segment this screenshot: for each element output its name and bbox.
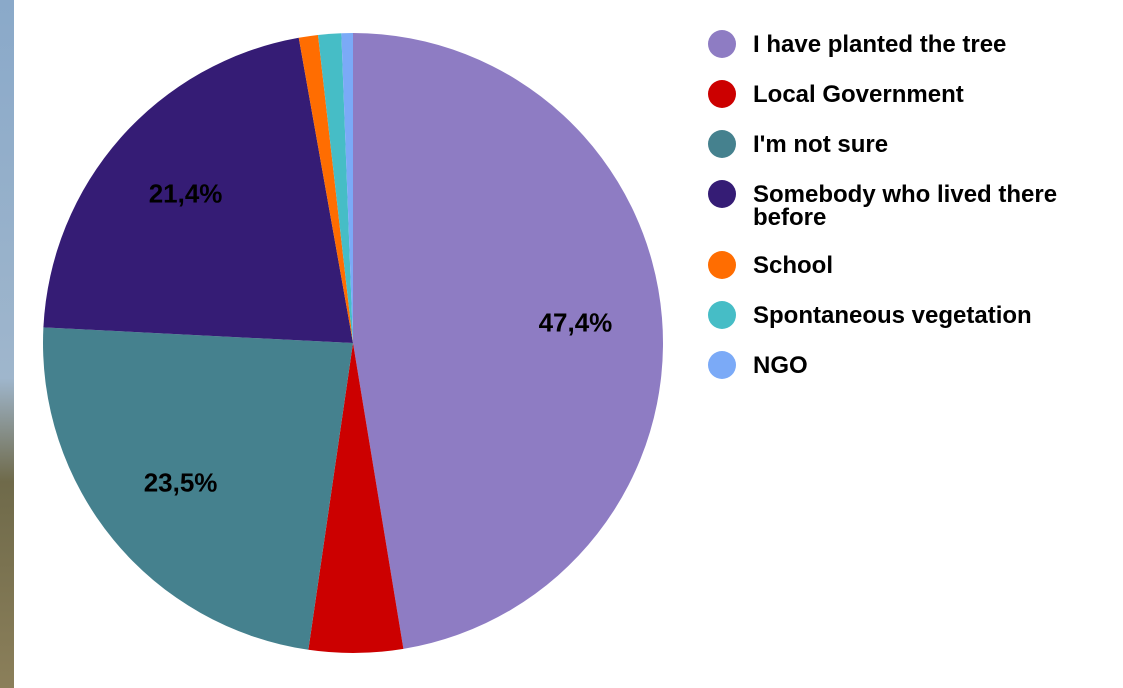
legend-label: NGO (753, 352, 808, 379)
pie-slice (353, 33, 663, 649)
legend-label: I have planted the tree (753, 31, 1007, 58)
legend-swatch (708, 301, 736, 329)
legend-item: I'm not sure (708, 130, 1058, 158)
pie-slice (298, 34, 353, 343)
legend-item: NGO (708, 351, 1058, 379)
legend-label: Somebody who lived there before (753, 181, 1058, 231)
chart: 47,4% 23,5% 21,4% (42, 33, 663, 653)
legend-item: Somebody who lived there before (708, 180, 1058, 231)
background-strip (0, 0, 14, 688)
legend-swatch (708, 30, 736, 58)
legend-label: School (753, 252, 834, 279)
legend: I have planted the tree Local Government I… (708, 30, 1058, 401)
pie-slice (341, 33, 353, 343)
legend-item: School (708, 251, 1058, 279)
legend-label: Local Government (753, 81, 964, 108)
legend-item: Spontaneous vegetation (708, 301, 1058, 329)
pie-slice (43, 37, 354, 343)
legend-swatch (708, 80, 736, 108)
pie-slice (308, 343, 404, 653)
legend-label: Spontaneous vegetation (753, 302, 1032, 329)
slice-label: 23,5% (144, 468, 218, 498)
legend-swatch (708, 351, 736, 379)
legend-swatch (708, 130, 736, 158)
slice-label: 47,4% (539, 308, 613, 338)
legend-swatch (708, 251, 736, 279)
pie-slice (42, 327, 354, 650)
legend-item: Local Government (708, 80, 1058, 108)
legend-label: I'm not sure (753, 131, 889, 158)
slice-label: 21,4% (149, 178, 223, 208)
pie-slice (318, 33, 353, 343)
legend-swatch (708, 180, 736, 208)
legend-item: I have planted the tree (708, 30, 1058, 58)
